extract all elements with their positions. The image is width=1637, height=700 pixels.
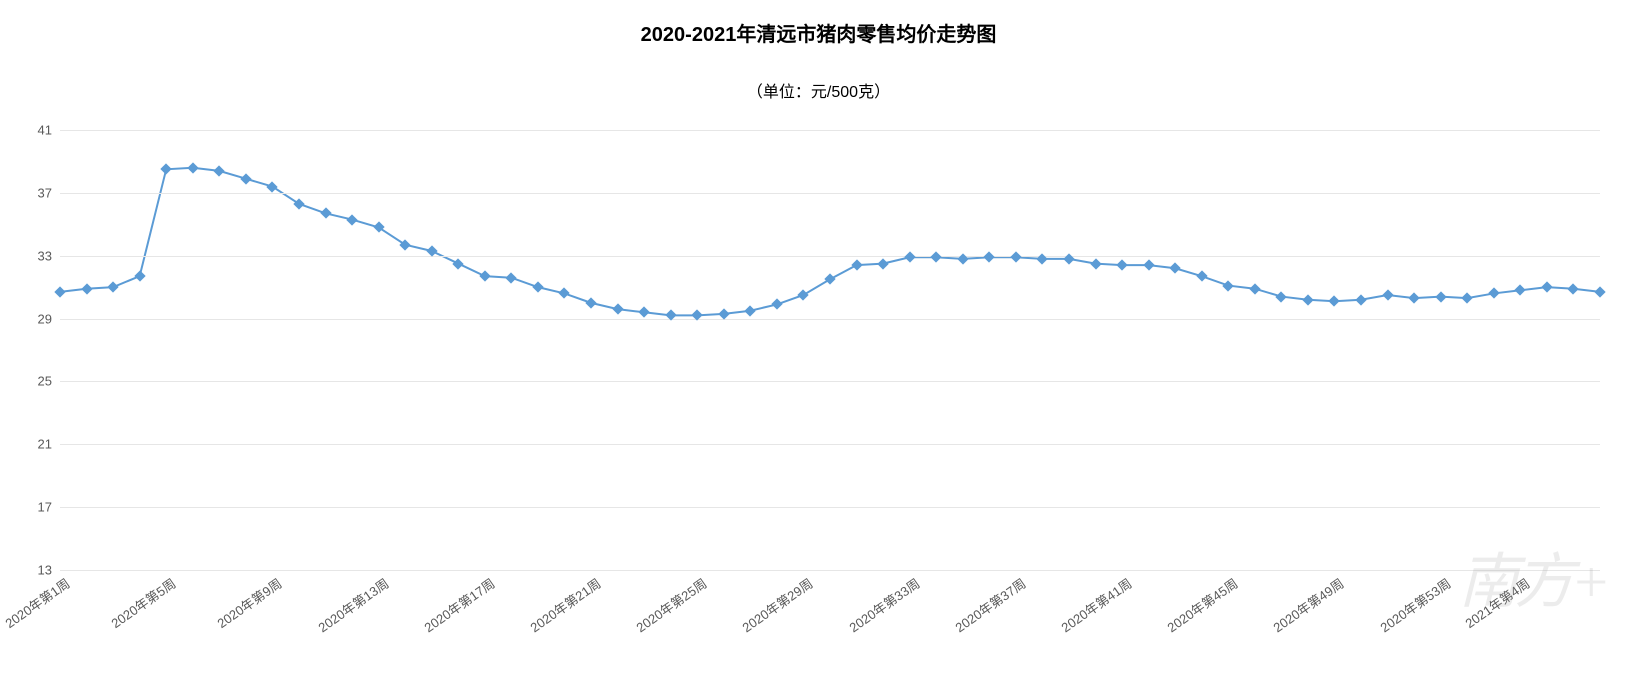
gridline (60, 130, 1600, 131)
x-tick-label: 2020年第29周 (738, 573, 816, 636)
gridline (60, 381, 1600, 382)
x-tick-label: 2020年第41周 (1057, 573, 1135, 636)
gridline (60, 256, 1600, 257)
y-tick-label: 25 (38, 374, 60, 389)
gridline (60, 444, 1600, 445)
y-tick-label: 29 (38, 311, 60, 326)
gridline (60, 507, 1600, 508)
x-tick-label: 2020年第13周 (313, 573, 391, 636)
gridline (60, 193, 1600, 194)
line-path (60, 168, 1600, 316)
y-tick-label: 33 (38, 248, 60, 263)
x-tick-label: 2020年第49周 (1269, 573, 1347, 636)
x-tick-label: 2021年第4周 (1461, 573, 1533, 632)
x-tick-label: 2020年第17周 (420, 573, 498, 636)
chart-container: 2020-2021年清远市猪肉零售均价走势图 （单位：元/500克） 13172… (0, 0, 1637, 700)
x-tick-label: 2020年第21周 (526, 573, 604, 636)
gridline (60, 319, 1600, 320)
x-tick-label: 2020年第53周 (1375, 573, 1453, 636)
y-tick-label: 41 (38, 123, 60, 138)
plot-area: 13172125293337412020年第1周2020年第5周2020年第9周… (60, 130, 1600, 570)
chart-title: 2020-2021年清远市猪肉零售均价走势图 (0, 18, 1637, 47)
y-tick-label: 13 (38, 563, 60, 578)
series-line (60, 130, 1600, 570)
y-tick-label: 21 (38, 437, 60, 452)
x-tick-label: 2020年第33周 (844, 573, 922, 636)
chart-subtitle: （单位：元/500克） (0, 78, 1637, 102)
x-tick-label: 2020年第5周 (107, 573, 179, 632)
gridline (60, 570, 1600, 571)
x-tick-label: 2020年第1周 (1, 573, 73, 632)
y-tick-label: 17 (38, 500, 60, 515)
x-tick-label: 2020年第37周 (951, 573, 1029, 636)
y-tick-label: 37 (38, 185, 60, 200)
x-tick-label: 2020年第45周 (1163, 573, 1241, 636)
x-tick-label: 2020年第25周 (632, 573, 710, 636)
x-tick-label: 2020年第9周 (213, 573, 285, 632)
